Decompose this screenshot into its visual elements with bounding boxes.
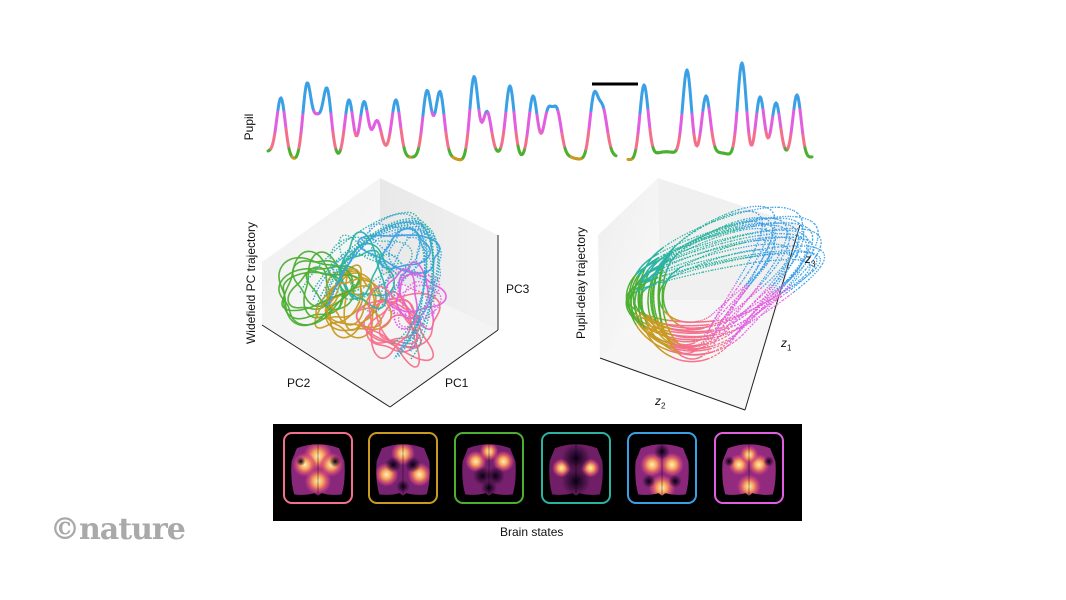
pupil-label: Pupil [242, 113, 256, 141]
brain-map-image [376, 444, 430, 496]
brain-map-image [462, 444, 516, 496]
brain-state-tile [714, 432, 784, 504]
brain-map-image [291, 444, 345, 496]
pc3-axis-label: PC3 [506, 282, 530, 296]
brain-states-strip [273, 424, 802, 521]
brain-state-tile [368, 432, 438, 504]
pc1-axis-label: PC1 [445, 376, 469, 390]
brain-map-image [549, 444, 603, 496]
pupil-delay-trajectory-label: Pupil-delay trajectory [574, 226, 588, 340]
pupil-delay-trajectory [625, 205, 826, 363]
pc-trajectory [278, 211, 447, 368]
brain-state-tile [283, 432, 353, 504]
z2-axis-label: z2 [655, 394, 666, 411]
widefield-pc-trajectory-label: Widefield PC trajectory [244, 221, 258, 345]
brain-map-image [722, 444, 776, 496]
pupil-delay-3d-axes [598, 178, 801, 411]
brain-state-tile [541, 432, 611, 504]
pupil-trace [266, 61, 814, 162]
brain-state-tile [627, 432, 697, 504]
brain-state-tile [454, 432, 524, 504]
z3-axis-label: z3 [805, 252, 816, 269]
nature-watermark: ©nature [50, 512, 186, 547]
z1-axis-label: z1 [781, 336, 792, 353]
brain-states-label: Brain states [500, 525, 564, 539]
brain-map-image [635, 444, 689, 496]
pc2-axis-label: PC2 [287, 376, 311, 390]
